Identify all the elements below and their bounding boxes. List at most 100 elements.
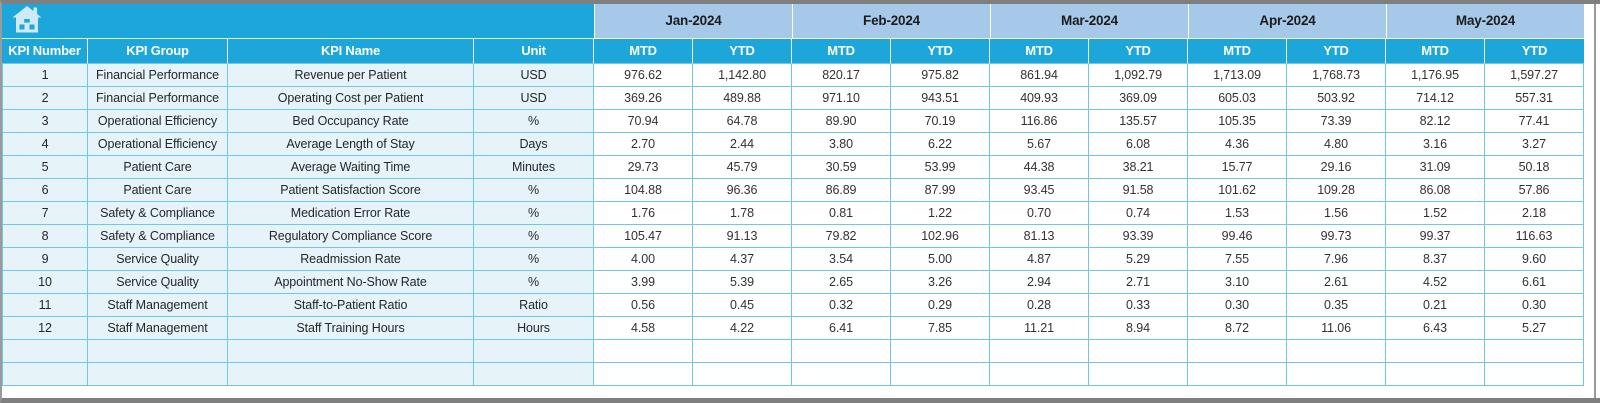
- kpi-value-cell[interactable]: 0.30: [1485, 293, 1585, 317]
- empty-cell[interactable]: [474, 339, 594, 363]
- kpi-value-cell[interactable]: 1,768.73: [1287, 63, 1387, 87]
- col-header-ytd[interactable]: YTD: [891, 38, 991, 64]
- kpi-value-cell[interactable]: 0.74: [1089, 201, 1189, 225]
- kpi-value-cell[interactable]: 4.58: [594, 316, 693, 340]
- kpi-name-cell[interactable]: Revenue per Patient: [228, 63, 474, 87]
- empty-cell[interactable]: [228, 362, 474, 386]
- kpi-name-cell[interactable]: Medication Error Rate: [228, 201, 474, 225]
- kpi-group-cell[interactable]: Operational Efficiency: [88, 109, 228, 133]
- kpi-number-cell[interactable]: 9: [2, 247, 88, 271]
- empty-cell[interactable]: [1287, 339, 1387, 363]
- kpi-unit-cell[interactable]: USD: [474, 86, 594, 110]
- kpi-value-cell[interactable]: 30.59: [792, 155, 892, 179]
- kpi-number-cell[interactable]: 2: [2, 86, 88, 110]
- empty-cell[interactable]: [594, 339, 693, 363]
- kpi-value-cell[interactable]: 3.26: [891, 270, 991, 294]
- kpi-value-cell[interactable]: 7.96: [1287, 247, 1387, 271]
- kpi-value-cell[interactable]: 2.94: [990, 270, 1090, 294]
- kpi-value-cell[interactable]: 1,092.79: [1089, 63, 1189, 87]
- kpi-value-cell[interactable]: 87.99: [891, 178, 991, 202]
- kpi-value-cell[interactable]: 0.45: [693, 293, 793, 317]
- kpi-value-cell[interactable]: 975.82: [891, 63, 991, 87]
- kpi-value-cell[interactable]: 489.88: [693, 86, 793, 110]
- month-header-jan[interactable]: Jan-2024: [594, 4, 793, 39]
- kpi-group-cell[interactable]: Financial Performance: [88, 86, 228, 110]
- kpi-value-cell[interactable]: 116.86: [990, 109, 1090, 133]
- kpi-value-cell[interactable]: 1,176.95: [1386, 63, 1486, 87]
- kpi-value-cell[interactable]: 57.86: [1485, 178, 1585, 202]
- kpi-value-cell[interactable]: 1.22: [891, 201, 991, 225]
- empty-cell[interactable]: [1386, 339, 1486, 363]
- kpi-value-cell[interactable]: 105.35: [1188, 109, 1288, 133]
- kpi-name-cell[interactable]: Staff Training Hours: [228, 316, 474, 340]
- kpi-number-cell[interactable]: 8: [2, 224, 88, 248]
- kpi-value-cell[interactable]: 64.78: [693, 109, 793, 133]
- kpi-value-cell[interactable]: 0.70: [990, 201, 1090, 225]
- kpi-number-cell[interactable]: 12: [2, 316, 88, 340]
- empty-cell[interactable]: [1287, 362, 1387, 386]
- empty-cell[interactable]: [990, 339, 1090, 363]
- kpi-value-cell[interactable]: 4.87: [990, 247, 1090, 271]
- empty-cell[interactable]: [1485, 339, 1585, 363]
- kpi-value-cell[interactable]: 1.76: [594, 201, 693, 225]
- empty-cell[interactable]: [792, 339, 892, 363]
- kpi-number-cell[interactable]: 4: [2, 132, 88, 156]
- kpi-value-cell[interactable]: 29.73: [594, 155, 693, 179]
- kpi-group-cell[interactable]: Staff Management: [88, 316, 228, 340]
- col-header-ytd[interactable]: YTD: [693, 38, 793, 64]
- kpi-value-cell[interactable]: 4.00: [594, 247, 693, 271]
- kpi-value-cell[interactable]: 70.94: [594, 109, 693, 133]
- kpi-value-cell[interactable]: 605.03: [1188, 86, 1288, 110]
- kpi-value-cell[interactable]: 5.27: [1485, 316, 1585, 340]
- kpi-value-cell[interactable]: 0.28: [990, 293, 1090, 317]
- kpi-value-cell[interactable]: 0.32: [792, 293, 892, 317]
- kpi-value-cell[interactable]: 7.85: [891, 316, 991, 340]
- kpi-unit-cell[interactable]: Hours: [474, 316, 594, 340]
- kpi-value-cell[interactable]: 3.27: [1485, 132, 1585, 156]
- empty-cell[interactable]: [891, 362, 991, 386]
- kpi-number-cell[interactable]: 6: [2, 178, 88, 202]
- kpi-value-cell[interactable]: 15.77: [1188, 155, 1288, 179]
- kpi-value-cell[interactable]: 2.18: [1485, 201, 1585, 225]
- col-header-kpi-group[interactable]: KPI Group: [88, 38, 228, 64]
- kpi-value-cell[interactable]: 0.29: [891, 293, 991, 317]
- kpi-value-cell[interactable]: 4.52: [1386, 270, 1486, 294]
- kpi-value-cell[interactable]: 3.80: [792, 132, 892, 156]
- month-header-apr[interactable]: Apr-2024: [1188, 4, 1387, 39]
- kpi-group-cell[interactable]: Service Quality: [88, 270, 228, 294]
- kpi-unit-cell[interactable]: %: [474, 270, 594, 294]
- kpi-number-cell[interactable]: 1: [2, 63, 88, 87]
- kpi-group-cell[interactable]: Patient Care: [88, 178, 228, 202]
- empty-cell[interactable]: [2, 339, 88, 363]
- kpi-value-cell[interactable]: 7.55: [1188, 247, 1288, 271]
- col-header-ytd[interactable]: YTD: [1287, 38, 1387, 64]
- kpi-value-cell[interactable]: 1.78: [693, 201, 793, 225]
- col-header-unit[interactable]: Unit: [474, 38, 594, 64]
- kpi-value-cell[interactable]: 2.44: [693, 132, 793, 156]
- kpi-group-cell[interactable]: Financial Performance: [88, 63, 228, 87]
- kpi-value-cell[interactable]: 53.99: [891, 155, 991, 179]
- kpi-value-cell[interactable]: 93.39: [1089, 224, 1189, 248]
- kpi-value-cell[interactable]: 4.80: [1287, 132, 1387, 156]
- kpi-group-cell[interactable]: Patient Care: [88, 155, 228, 179]
- kpi-value-cell[interactable]: 79.82: [792, 224, 892, 248]
- kpi-value-cell[interactable]: 104.88: [594, 178, 693, 202]
- empty-cell[interactable]: [693, 339, 793, 363]
- month-header-may[interactable]: May-2024: [1386, 4, 1585, 39]
- col-header-kpi-name[interactable]: KPI Name: [228, 38, 474, 64]
- kpi-value-cell[interactable]: 8.72: [1188, 316, 1288, 340]
- kpi-unit-cell[interactable]: %: [474, 178, 594, 202]
- kpi-group-cell[interactable]: Safety & Compliance: [88, 201, 228, 225]
- empty-cell[interactable]: [693, 362, 793, 386]
- kpi-value-cell[interactable]: 2.65: [792, 270, 892, 294]
- kpi-value-cell[interactable]: 714.12: [1386, 86, 1486, 110]
- kpi-name-cell[interactable]: Average Waiting Time: [228, 155, 474, 179]
- kpi-value-cell[interactable]: 11.21: [990, 316, 1090, 340]
- empty-cell[interactable]: [88, 362, 228, 386]
- kpi-value-cell[interactable]: 409.93: [990, 86, 1090, 110]
- kpi-value-cell[interactable]: 5.00: [891, 247, 991, 271]
- kpi-value-cell[interactable]: 70.19: [891, 109, 991, 133]
- kpi-value-cell[interactable]: 38.21: [1089, 155, 1189, 179]
- col-header-kpi-number[interactable]: KPI Number: [2, 38, 88, 64]
- kpi-value-cell[interactable]: 2.61: [1287, 270, 1387, 294]
